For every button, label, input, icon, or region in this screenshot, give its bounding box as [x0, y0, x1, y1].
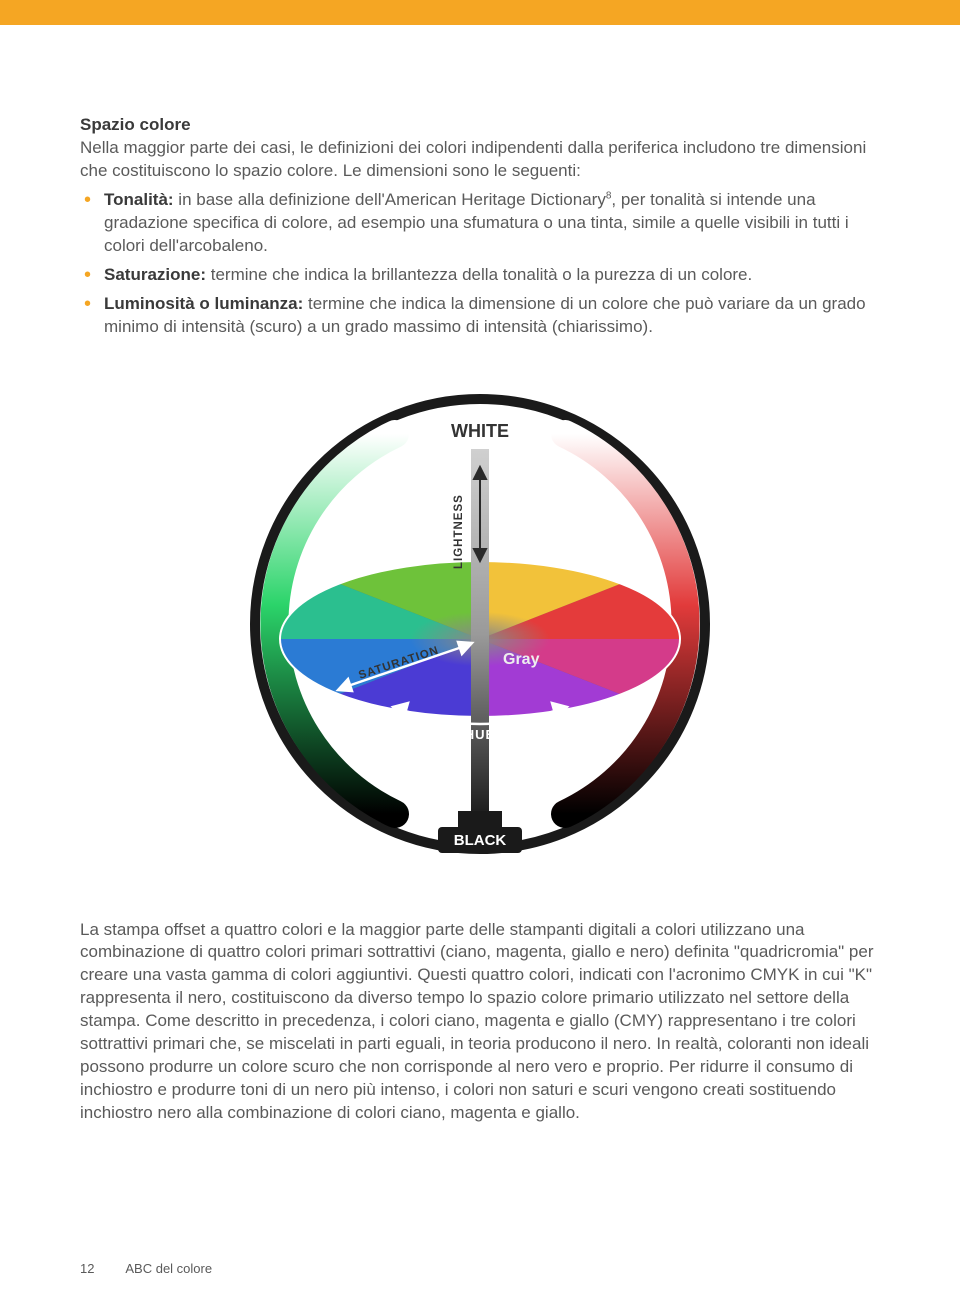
intro-paragraph: Nella maggior parte dei casi, le definiz…	[80, 137, 880, 183]
page-number: 12	[80, 1261, 94, 1276]
label-white: WHITE	[451, 421, 509, 441]
definitions-list: Tonalità: in base alla definizione dell'…	[80, 189, 880, 339]
term-label: Saturazione:	[104, 265, 206, 284]
top-accent-bar	[0, 0, 960, 25]
term-text: in base alla definizione dell'American H…	[174, 190, 606, 209]
diagram-svg: WHITE Gray HUE LIGHTNESS SATURATION BLAC…	[240, 379, 720, 869]
footer-title: ABC del colore	[125, 1261, 212, 1276]
page-footer: 12 ABC del colore	[80, 1261, 212, 1276]
list-item: Saturazione: termine che indica la brill…	[104, 264, 880, 287]
label-black: BLACK	[454, 832, 507, 849]
bottom-paragraph: La stampa offset a quattro colori e la m…	[80, 919, 880, 1125]
term-text: termine che indica la brillantezza della…	[206, 265, 752, 284]
list-item: Tonalità: in base alla definizione dell'…	[104, 189, 880, 258]
label-lightness: LIGHTNESS	[453, 494, 465, 569]
list-item: Luminosità o luminanza: termine che indi…	[104, 293, 880, 339]
color-space-diagram: WHITE Gray HUE LIGHTNESS SATURATION BLAC…	[80, 379, 880, 869]
label-hue: HUE	[465, 727, 495, 742]
section-heading: Spazio colore	[80, 115, 880, 135]
term-label: Tonalità:	[104, 190, 174, 209]
axis-base	[458, 811, 502, 829]
page-content: Spazio colore Nella maggior parte dei ca…	[0, 25, 960, 1125]
label-gray: Gray	[503, 651, 540, 668]
term-label: Luminosità o luminanza:	[104, 294, 303, 313]
